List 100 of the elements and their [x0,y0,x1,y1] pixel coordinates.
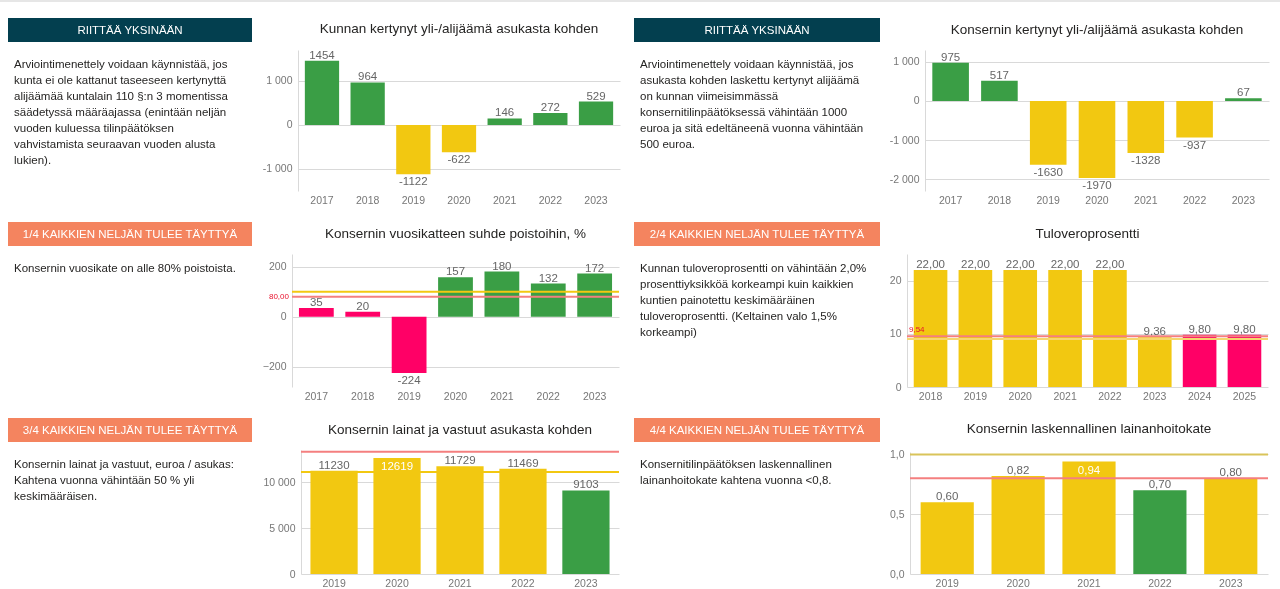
x-tick-label: 2023 [574,576,598,589]
x-tick-label: 2023 [1231,193,1256,206]
text: Arviointimenettely voidaan käynnistää, jos kunta ei ole kattanut taseeseen kertynyttä alijäämää kuntalain 110 §:n 3 momentissa säädetyssä määräajassa (enintään neljän vuoden kuluessa tilinpäätöksen vahvistamista seuraavan vuoden alusta lukien). [14,57,229,168]
x-tick-label: 2024 [1187,389,1212,402]
data-label: 0,80 [1219,466,1242,479]
bar [350,82,385,125]
bar [1003,269,1038,387]
y-tick-label: 0 [280,310,287,323]
x-tick-label: 2022 [1148,576,1172,589]
text: Konsernin vuosikate on alle 80% poistoista. [14,261,237,276]
y-tick-label: 1,0 [889,447,905,460]
x-tick-label: 2023 [1219,576,1243,589]
data-label: -1970 [1082,179,1112,192]
data-label: 35 [309,295,323,308]
data-label: 11230 [318,458,350,471]
y-tick-label: 0 [913,94,920,107]
y-tick-label: 10 000 [263,475,296,488]
bar [1029,100,1067,165]
text: Kunnan tuloveroprosentti on vähintään 2,0% prosenttiyksikköä korkeampi kuin kaikkien kuntien painotettu keskimääräinen tuloveroprosentti. (Keltainen valo 1,5% korkeampi) [640,261,868,340]
x-tick-label: 2020 [385,576,409,589]
x-tick-label: 2020 [1085,193,1109,206]
y-tick-label: 10 [889,327,902,340]
bar [487,118,522,125]
y-tick-label: 0 [289,567,296,580]
chart-title: Konsernin laskennallinen lainanhoitokate [966,420,1212,436]
bar [981,80,1018,101]
data-label: 9,80 [1233,322,1256,335]
data-label: 22,00 [961,257,990,270]
y-tick-label: −200 [262,360,287,373]
bar [562,490,610,574]
chart-title: Konsernin vuosikatteen suhde poistoihin, % [324,225,587,241]
x-tick-label: 2018 [355,193,380,206]
data-label: 22,00 [1095,257,1125,270]
data-label: 146 [495,106,515,119]
data-label: 9,80 [1188,322,1211,335]
x-tick-label: 2021 [1053,389,1077,402]
x-tick-label: 2022 [1182,193,1207,206]
bar [932,62,969,101]
text: 4/4 KAIKKIEN NELJÄN TULEE TÄYTTYÄ [634,418,880,442]
data-label: 157 [445,265,466,278]
data-label: 22,00 [1050,257,1080,270]
x-tick-label: 2022 [538,193,563,206]
bar [345,311,381,317]
x-tick-label: 2017 [310,193,334,206]
data-label: 180 [492,259,512,272]
data-label: 12619 [381,460,414,473]
x-tick-label: 2019 [322,576,346,589]
x-tick-label: 2025 [1232,389,1257,402]
x-tick-label: 2021 [1077,576,1101,589]
x-tick-label: 2023 [1143,389,1167,402]
data-label: -224 [397,373,422,386]
x-tick-label: 2023 [584,193,608,206]
x-tick-label: 2020 [1008,389,1033,402]
data-label: 964 [358,70,378,83]
bar [920,502,974,574]
x-tick-label: 2022 [1098,389,1122,402]
bar [1176,100,1213,138]
x-tick-label: 2019 [963,389,988,402]
bar [1204,478,1258,574]
text: Konsernitilinpäätöksen laskennallinen lainanhoitokate kahtena vuonna <0,8. [640,457,833,488]
bar [391,316,427,373]
data-label: 22,00 [916,257,945,270]
data-label: 132 [538,271,558,284]
x-tick-label: 2018 [918,389,943,402]
x-tick-label: 2019 [401,193,426,206]
data-label: 11729 [444,454,476,467]
x-tick-label: 2020 [443,389,468,402]
y-tick-label: 20 [889,274,902,287]
data-label: 9,36 [1143,325,1166,338]
bar [1093,269,1127,387]
x-tick-label: 2021 [448,576,472,589]
y-tick-label: 0,5 [889,507,905,520]
bar [533,112,568,125]
x-tick-label: 2017 [304,389,329,402]
bar [958,269,993,387]
data-label: -937 [1183,138,1207,151]
x-tick-label: 2017 [938,193,963,206]
data-label: -622 [447,153,471,166]
bar [578,101,614,125]
bar [1227,334,1262,387]
bar [1078,100,1116,179]
x-tick-label: 2019 [397,389,421,402]
chart-title: Konsernin lainat ja vastuut asukasta kohden [327,421,593,437]
bar [441,124,477,153]
data-label: 0,82 [1006,463,1030,476]
chart-title: Tuloveroprosentti [1035,225,1140,241]
data-label: 0,70 [1148,478,1172,491]
data-label: -1328 [1131,153,1161,166]
text: 1/4 KAIKKIEN NELJÄN TULEE TÄYTTYÄ [8,222,252,246]
data-label: 0,94 [1077,463,1101,476]
bar [1127,100,1165,153]
text: 2/4 KAIKKIEN NELJÄN TULEE TÄYTTYÄ [634,222,880,246]
x-tick-label: 2023 [582,389,607,402]
x-tick-label: 2021 [490,389,514,402]
chart-title: Kunnan kertynyt yli-/alijäämä asukasta kohden [319,21,599,37]
y-tick-label: -1 000 [889,133,920,146]
x-tick-label: 2019 [1036,193,1061,206]
text: Arviointimenettely voidaan käynnistää, jos asukasta kohden laskettu kertynyt alijäämä on kunnan viimeisimmässä konsernitilinpäätöksessä vähintään 1000 euroa ja sitä edeltäneenä vuonna vähintään 500 euroa. [640,57,865,152]
bar [304,60,340,125]
y-tick-label: 5 000 [269,521,296,534]
